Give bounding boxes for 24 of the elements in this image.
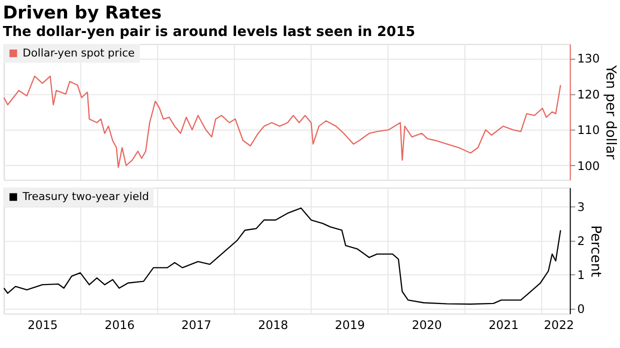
- y-tick-label: 3: [577, 200, 585, 214]
- legend-label: Dollar-yen spot price: [22, 46, 136, 60]
- y-axis-title: Percent: [588, 225, 604, 278]
- chart-title: Driven by Rates: [2, 3, 162, 24]
- x-tick-label: 2020: [412, 318, 442, 332]
- y-tick-label: 100: [577, 158, 600, 173]
- x-tick-label: 2018: [258, 318, 288, 332]
- x-tick-label: 2019: [334, 318, 365, 332]
- y-tick-label: 130: [577, 52, 600, 66]
- legend-label: Treasury two-year yield: [22, 190, 149, 203]
- x-tick-label: 2016: [104, 318, 135, 332]
- y-tick-label: 110: [577, 123, 600, 138]
- x-tick-label: 2017: [181, 318, 212, 332]
- chart-subtitle: The dollar-yen pair is around levels last seen in 2015: [2, 24, 416, 40]
- y-tick-label: 0: [577, 302, 585, 316]
- y-tick-label: 120: [577, 87, 600, 102]
- x-tick-label: 2015: [28, 318, 58, 332]
- line-series: [3, 208, 562, 305]
- x-tick-label: 2022: [544, 318, 574, 332]
- y-axis-title: Yen per dollar: [602, 64, 619, 160]
- y-tick-label: 1: [577, 268, 585, 282]
- line-series: [3, 76, 562, 168]
- x-tick-label: 2021: [488, 318, 519, 332]
- y-tick-label: 2: [577, 234, 585, 248]
